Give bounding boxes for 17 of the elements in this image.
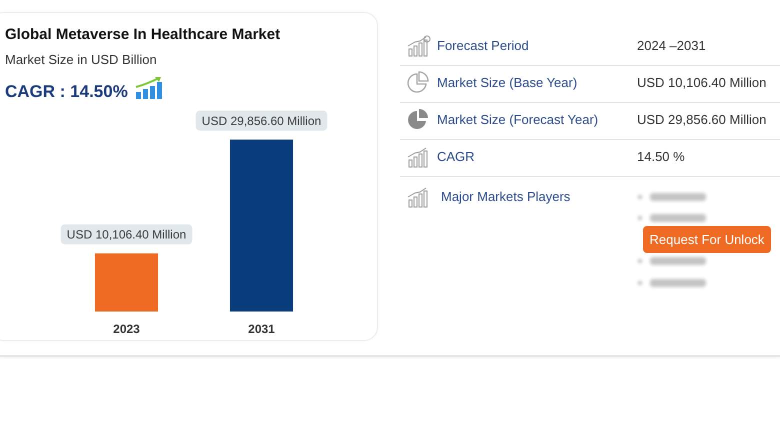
text: Market Size (Base Year): [437, 75, 578, 91]
chart-subtitle: Market Size in USD Billion: [5, 52, 157, 68]
data-label: USD 29,856.60 Million: [202, 114, 322, 128]
text: USD 10,106.40 Million: [637, 75, 766, 91]
text: 2024 –2031: [637, 38, 706, 54]
chart-title: Global Metaverse In Healthcare Market: [5, 26, 280, 44]
data-label: USD 10,106.40 Million: [66, 228, 186, 242]
x-tick-label: 2031: [248, 322, 276, 336]
unlock-button[interactable]: Request For Unlock: [643, 226, 771, 253]
text: 14.50 %: [637, 149, 685, 165]
text: Market Size (Forecast Year): [437, 112, 598, 128]
text: Forecast Period: [437, 38, 529, 54]
x-tick-label: 2023: [113, 322, 140, 336]
text: CAGR: [437, 149, 475, 165]
text: Major Markets Players: [441, 189, 570, 205]
text: USD 29,856.60 Million: [637, 112, 766, 128]
text: CAGR : 14.50%: [5, 82, 128, 102]
